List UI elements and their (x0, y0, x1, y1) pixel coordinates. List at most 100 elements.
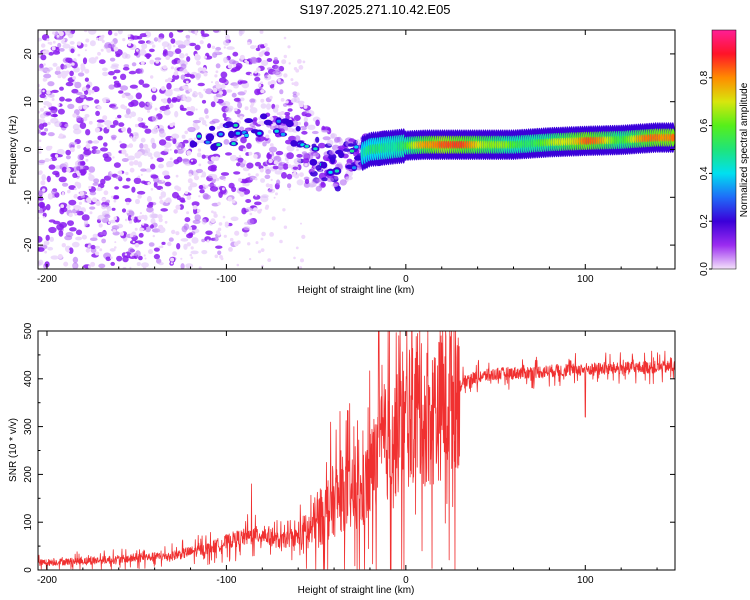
spectrogram-speckle (247, 41, 251, 46)
spectrogram-speckle (99, 248, 103, 252)
spectrogram-speckle (260, 81, 263, 84)
spectrogram-blob (124, 113, 130, 119)
spectrogram-blob (296, 179, 304, 186)
spectrogram-blob (84, 220, 89, 227)
spectrogram-blob (266, 58, 273, 62)
spectrogram-blob (38, 201, 45, 208)
ridge-blob (309, 158, 318, 166)
spectrogram-speckle (304, 163, 308, 167)
spectrogram-speckle (296, 92, 300, 96)
spectrogram-blob (342, 148, 351, 152)
spectrogram-blob (302, 152, 309, 159)
chart-title: S197.2025.271.10.42.E05 (299, 2, 450, 17)
spectrogram-blob (69, 70, 74, 77)
spectrogram-speckle (114, 241, 117, 244)
spectrogram-blob (90, 237, 98, 241)
spectrogram-speckle (303, 104, 308, 109)
spectrogram-blob (121, 158, 129, 162)
spectrogram-blob (286, 173, 293, 180)
spectrogram-blob (129, 84, 138, 89)
spectrogram-blob (65, 57, 73, 63)
spectrogram-blob (201, 238, 206, 243)
spectrogram-speckle (73, 194, 78, 199)
spectrogram-speckle (121, 94, 126, 99)
spectrogram-blob (202, 193, 209, 200)
spectrogram-blob (145, 168, 152, 173)
spectrogram-blob (115, 53, 121, 58)
spectrogram-speckle (157, 214, 163, 220)
spectrogram-blob (67, 103, 75, 109)
spectrogram-blob (144, 128, 152, 134)
spectrogram-speckle (188, 226, 193, 231)
spectrogram-blob (215, 63, 221, 69)
spectrogram-blob (207, 165, 217, 172)
spectrogram-speckle (192, 205, 198, 210)
spectrogram-speckle (126, 201, 130, 206)
spectrogram-speckle (280, 98, 285, 102)
spectrogram-speckle (44, 49, 50, 55)
spectrogram-blob (209, 186, 219, 192)
spectrogram-speckle (49, 41, 53, 46)
spectrogram-speckle (158, 218, 163, 223)
spectrogram-blob (76, 115, 82, 122)
spectrogram-blob (141, 262, 149, 268)
spectrogram-blob (92, 182, 99, 186)
spectrogram-blob (187, 126, 196, 133)
spectrogram-blob (222, 112, 227, 119)
spectrogram-blob (141, 43, 148, 50)
spectrogram-speckle (110, 256, 113, 260)
spectrogram-speckle (75, 161, 78, 164)
spectrogram-speckle (255, 241, 259, 245)
spectrogram-blob (304, 113, 312, 118)
spectrogram-speckle (211, 210, 214, 214)
spectrogram-speckle (182, 96, 186, 101)
spectrogram-speckle (223, 46, 226, 49)
spectrogram-speckle (272, 87, 275, 90)
spectrogram-blob (176, 195, 181, 201)
spectrogram-blob (38, 197, 44, 201)
spectrogram-speckle (44, 78, 48, 82)
ridge-blob-core (328, 170, 333, 174)
spectrogram-speckle (248, 151, 253, 156)
spectrogram-blob (44, 128, 49, 132)
spectrogram-blob (138, 79, 145, 85)
spectrogram-blob (249, 123, 256, 128)
spectrogram-speckle (127, 34, 131, 38)
ridge-blob-core (354, 145, 359, 149)
spectrogram-blob (274, 170, 283, 175)
spectrogram-blob (123, 64, 130, 68)
spectrogram-blob (201, 250, 208, 255)
spectrogram-speckle (267, 75, 270, 78)
spectrogram-blob (65, 98, 72, 102)
spectrogram-speckle (130, 39, 133, 42)
spectrogram-blob (149, 48, 155, 53)
spectrogram-blob (109, 124, 116, 128)
spectrogram-speckle (161, 179, 164, 182)
spectrogram-blob (117, 82, 122, 88)
spectrogram-speckle (158, 245, 162, 249)
spectrogram-speckle (283, 54, 287, 59)
spectrogram-blob (207, 160, 214, 165)
spectrogram-speckle (254, 194, 258, 197)
spectrogram-blob (180, 238, 189, 242)
spectrogram-blob (167, 97, 172, 104)
spectrogram-speckle (76, 172, 81, 177)
spectrogram-speckle (217, 227, 222, 232)
spectrogram-speckle (98, 36, 104, 42)
spectrogram-blob (210, 101, 216, 108)
spectrogram-blob (65, 155, 71, 160)
colorbar-tick-label: 0.8 (699, 70, 710, 84)
spectrogram-blob (52, 50, 61, 55)
spectrogram-speckle (46, 102, 53, 108)
spectrogram-ylabel: Frequency (Hz) (8, 116, 19, 185)
spectrogram-blob (266, 103, 271, 110)
spectrogram-speckle (165, 55, 170, 60)
spectrogram-speckle (198, 195, 201, 198)
spectrogram-speckle (212, 174, 218, 180)
spectrogram-speckle (47, 193, 53, 198)
spectrogram-speckle (98, 223, 103, 228)
spectrogram-speckle (78, 105, 83, 110)
spectrogram-blob (232, 51, 239, 57)
spectrogram-speckle (85, 158, 89, 162)
